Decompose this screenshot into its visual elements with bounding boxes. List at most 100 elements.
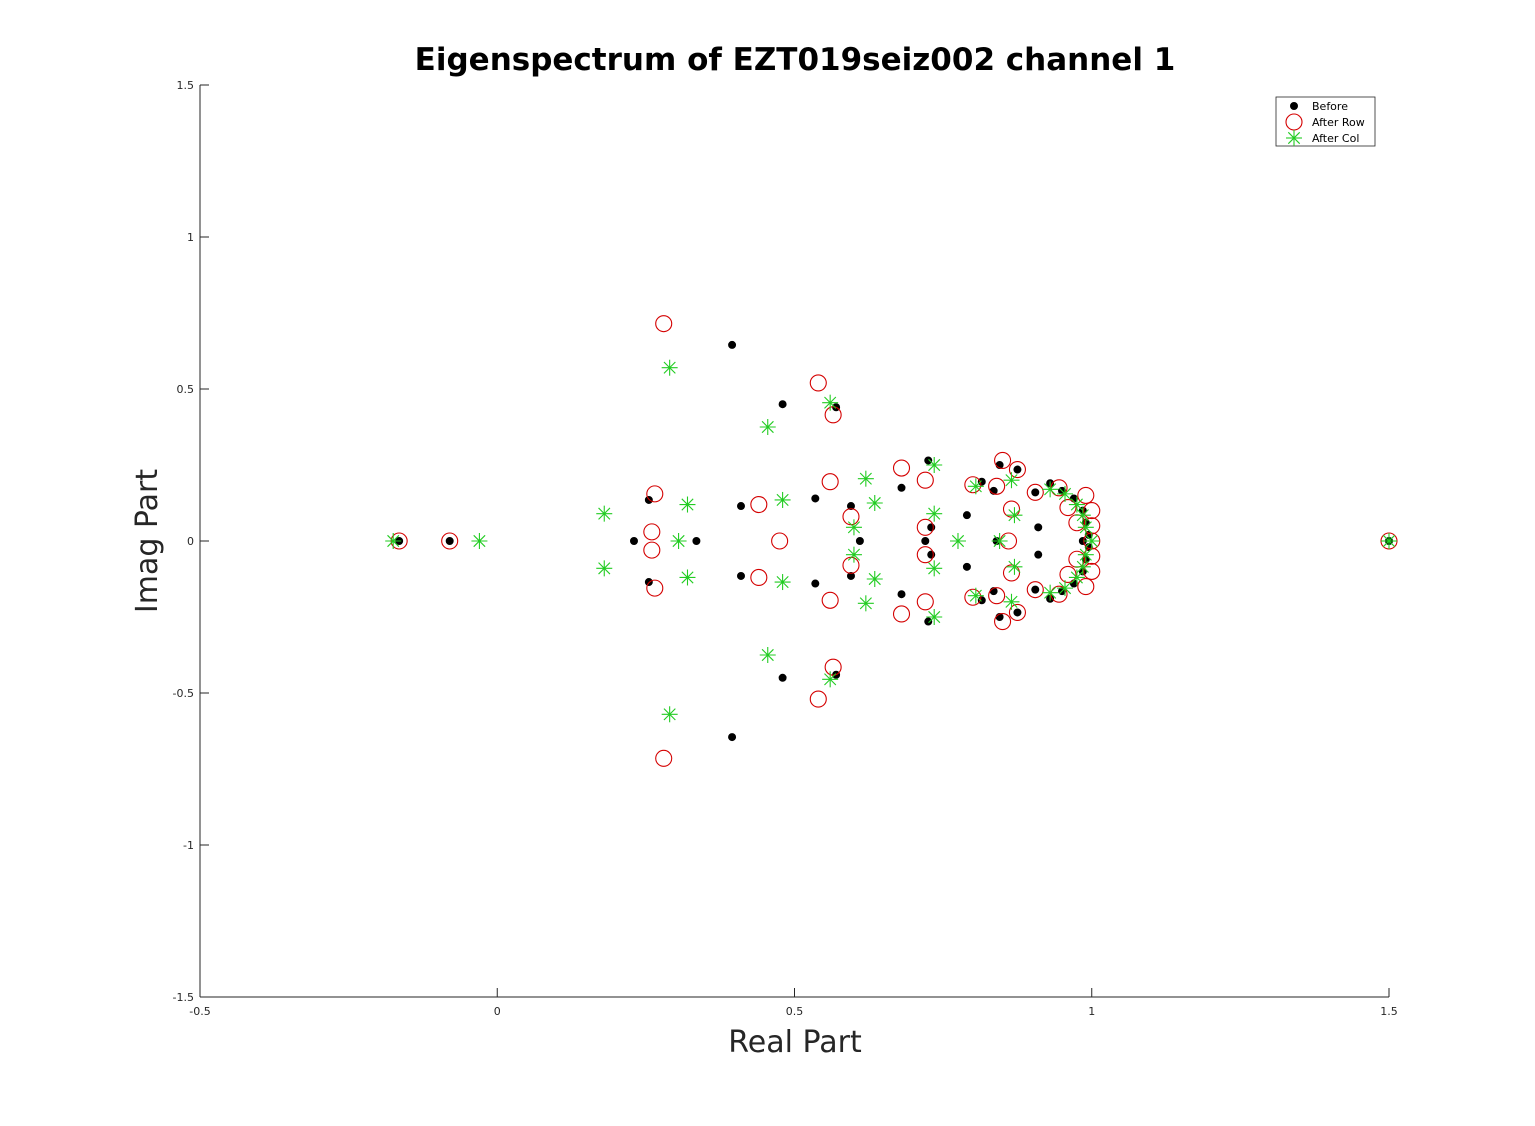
after-row-point xyxy=(916,471,934,489)
after-row-point xyxy=(824,658,842,676)
after-row-point xyxy=(643,541,661,559)
after-col-point xyxy=(1381,533,1397,549)
after-row-point xyxy=(1083,502,1101,520)
x-tick-label: 1.5 xyxy=(1380,1005,1398,1018)
after-row-point xyxy=(821,473,839,491)
before-point xyxy=(924,456,933,465)
after-col-point xyxy=(1074,507,1091,524)
after-row-point xyxy=(1077,578,1095,596)
legend: Before After Row After Col xyxy=(1275,96,1376,147)
after-row-point xyxy=(1083,562,1101,580)
axes: -0.5 0 0.5 1 1.5 -1.5 -1 -0.5 0 0.5 1 1.5 xyxy=(173,79,1398,1018)
after-col-point xyxy=(991,533,1008,549)
x-axis-title: Real Part xyxy=(728,1025,862,1060)
after-row-point xyxy=(994,451,1012,469)
after-row-point xyxy=(916,593,934,611)
after-col-point xyxy=(857,595,874,612)
after-row-point xyxy=(1008,603,1026,621)
after-row-point xyxy=(646,579,664,597)
before-point xyxy=(855,537,864,546)
after-row-point xyxy=(988,477,1006,495)
after-col-point xyxy=(967,587,984,604)
before-point xyxy=(629,537,638,546)
after-row-point xyxy=(1002,564,1021,582)
before-point xyxy=(1031,488,1040,497)
before-point xyxy=(1034,550,1043,559)
after-col-point xyxy=(679,496,696,513)
after-row-point xyxy=(441,532,459,550)
after-col-point xyxy=(1056,580,1073,597)
after-row-point xyxy=(916,546,934,564)
after-row-point xyxy=(1077,486,1095,504)
before-point xyxy=(1013,608,1022,617)
y-tick-label: 1.5 xyxy=(177,79,195,92)
x-tick-label: -0.5 xyxy=(189,1005,210,1018)
after-col-point xyxy=(661,706,678,723)
before-point xyxy=(778,673,787,682)
after-col-point xyxy=(1077,519,1094,536)
series-before xyxy=(395,340,1394,742)
after-row-point xyxy=(916,518,934,536)
before-point xyxy=(897,483,906,492)
after-col-point xyxy=(385,533,402,549)
after-row-point xyxy=(842,508,860,526)
after-col-point xyxy=(822,394,839,411)
after-col-point xyxy=(1056,485,1073,502)
after-col-point xyxy=(866,571,883,587)
after-col-point xyxy=(926,505,943,522)
after-row-point xyxy=(809,374,827,392)
before-point xyxy=(962,562,971,571)
after-col-point xyxy=(926,457,943,473)
before-point xyxy=(736,571,745,580)
after-row-point xyxy=(964,476,982,494)
before-point xyxy=(445,537,454,546)
after-col-point xyxy=(774,491,791,508)
before-point xyxy=(728,340,737,349)
after-col-point xyxy=(759,419,776,435)
after-col-point xyxy=(866,495,883,511)
after-row-point xyxy=(643,523,661,541)
after-row-point xyxy=(750,568,768,587)
after-col-point xyxy=(679,569,696,586)
after-row-point xyxy=(892,459,911,477)
after-row-point xyxy=(646,485,664,503)
after-col-point xyxy=(1042,584,1059,601)
after-col-point xyxy=(774,574,791,591)
legend-label-before: Before xyxy=(1312,100,1348,113)
after-row-point xyxy=(655,315,673,333)
after-col-point xyxy=(857,470,874,487)
chart-title: Eigenspectrum of EZT019seiz002 channel 1 xyxy=(415,42,1176,78)
legend-marker-after-col xyxy=(1286,130,1302,146)
after-row-point xyxy=(1026,581,1044,599)
after-col-point xyxy=(661,359,678,376)
after-row-point xyxy=(750,495,768,514)
after-row-point xyxy=(988,587,1006,605)
after-row-point xyxy=(994,613,1012,631)
after-row-point xyxy=(1008,461,1026,479)
series-after-col xyxy=(385,359,1397,723)
after-row-point xyxy=(809,690,827,708)
y-tick-label: 1 xyxy=(187,231,194,244)
before-point xyxy=(921,537,930,546)
legend-label-after-col: After Col xyxy=(1312,132,1359,145)
before-point xyxy=(692,537,701,546)
before-point xyxy=(977,596,986,605)
y-tick-label: -1 xyxy=(183,839,194,852)
after-row-point xyxy=(964,588,982,606)
after-col-point xyxy=(759,647,776,663)
x-tick-label: 1 xyxy=(1088,1005,1095,1018)
after-col-point xyxy=(845,546,862,563)
after-col-point xyxy=(822,671,839,688)
after-row-point xyxy=(1002,500,1021,518)
after-row-point xyxy=(1059,565,1077,583)
after-row-point xyxy=(771,532,789,550)
after-col-point xyxy=(596,560,613,577)
before-point xyxy=(778,400,787,409)
after-row-point xyxy=(1059,499,1077,517)
after-col-point xyxy=(967,478,984,495)
after-col-point xyxy=(670,533,687,549)
before-point xyxy=(962,511,971,520)
after-col-point xyxy=(926,609,943,625)
after-col-point xyxy=(1003,472,1020,489)
